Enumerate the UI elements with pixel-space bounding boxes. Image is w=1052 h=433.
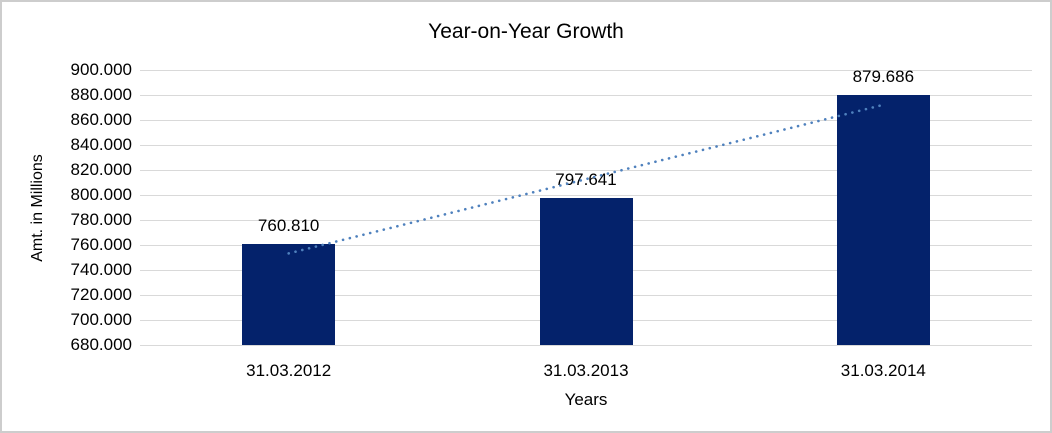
y-tick-label: 800.000 [70, 185, 132, 204]
y-tick-label: 740.000 [70, 260, 132, 279]
bar [242, 243, 336, 345]
y-tick-label: 860.000 [70, 110, 132, 129]
y-tick-label: 680.000 [70, 335, 132, 354]
y-tick-label: 820.000 [70, 160, 132, 179]
bar-value-label: 797.641 [555, 169, 617, 189]
y-tick-label: 760.000 [70, 235, 132, 254]
chart-title: Year-on-Year Growth [428, 20, 624, 43]
bar [836, 95, 930, 345]
y-tick-label: 700.000 [70, 310, 132, 329]
x-axis-title: Years [564, 390, 608, 409]
y-tick-label: 720.000 [70, 285, 132, 304]
bar-value-label: 879.686 [852, 67, 915, 87]
bar [539, 197, 633, 345]
y-tick-label: 780.000 [70, 210, 132, 229]
x-tick-label: 31.03.2014 [840, 361, 926, 380]
x-tick-label: 31.03.2013 [543, 361, 629, 380]
y-tick-label: 880.000 [70, 85, 132, 104]
x-tick-label: 31.03.2012 [246, 361, 332, 380]
gridline [140, 344, 1032, 346]
gridline [140, 69, 1032, 71]
gridline [140, 94, 1032, 96]
bar-value-label: 760.810 [257, 215, 320, 235]
y-tick-label: 840.000 [70, 135, 132, 154]
y-tick-label: 900.000 [70, 60, 132, 79]
